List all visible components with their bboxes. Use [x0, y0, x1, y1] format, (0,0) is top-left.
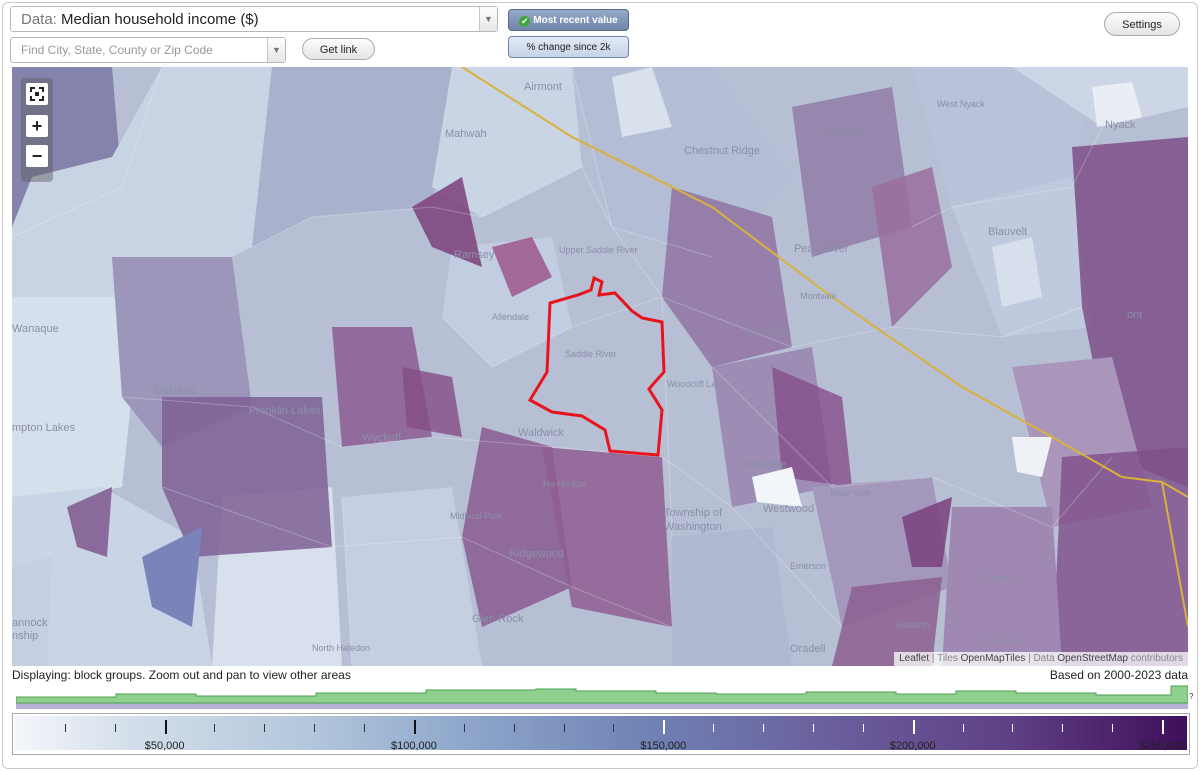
- zoom-in-button[interactable]: +: [26, 115, 48, 137]
- place-label: Franklin Lakes: [249, 405, 321, 417]
- place-label: Hillsdale: [745, 459, 787, 471]
- fullscreen-button[interactable]: [26, 83, 48, 105]
- legend-tick: [463, 724, 465, 732]
- place-label: Upper Saddle River: [559, 245, 638, 255]
- legend-tick: [962, 724, 964, 732]
- place-label: Ridgewood: [509, 548, 565, 560]
- legend-tick: [563, 724, 565, 732]
- openstreetmap-link[interactable]: OpenStreetMap: [1057, 653, 1128, 664]
- place-label: River Vale: [830, 488, 871, 498]
- display-status-text: Displaying: block groups. Zoom out and p…: [12, 668, 351, 682]
- value-histogram[interactable]: [16, 683, 1188, 709]
- search-input[interactable]: [19, 42, 263, 58]
- settings-button[interactable]: Settings: [1104, 12, 1180, 36]
- place-label: Closter: [983, 573, 1012, 583]
- place-label: Wanaque: [12, 323, 59, 335]
- legend-tick: [613, 724, 615, 732]
- data-basis-text: Based on 2000-2023 data: [1049, 668, 1188, 682]
- fullscreen-icon: [30, 87, 44, 101]
- place-label: Township of: [664, 507, 723, 519]
- percent-change-toggle[interactable]: % change since 2k: [508, 36, 629, 58]
- place-label: Nyack: [1105, 119, 1136, 131]
- place-label: mpton Lakes: [12, 422, 75, 434]
- place-label: Park Ridge: [746, 326, 791, 336]
- place-label: Nanuet: [827, 126, 863, 138]
- legend-tick: [364, 724, 366, 732]
- legend-tick: [164, 720, 167, 734]
- legend-label: $150,000: [640, 740, 687, 752]
- leaflet-link[interactable]: Leaflet: [899, 653, 930, 664]
- place-label: Pearl River: [794, 243, 849, 255]
- place-label: Washington: [664, 521, 722, 533]
- legend-label: $250,000: [1139, 740, 1186, 752]
- place-label: Allendale: [492, 312, 530, 322]
- legend-tick: [763, 724, 765, 732]
- map-canvas[interactable]: [12, 67, 1188, 666]
- most-recent-value-toggle[interactable]: ✔ Most recent value: [508, 9, 629, 31]
- place-label: Waldwick: [518, 427, 565, 439]
- legend-tick: [713, 724, 715, 732]
- place-label: Wyckoff: [362, 432, 401, 444]
- place-label: Montvale: [800, 291, 837, 301]
- place-label: North Haledon: [312, 643, 371, 653]
- place-label: Oradell: [790, 643, 826, 655]
- place-label: Westwood: [763, 503, 815, 515]
- zoom-out-button[interactable]: −: [26, 145, 48, 167]
- legend-tick: [64, 724, 66, 732]
- legend-tick: [812, 724, 814, 732]
- legend-tick: [663, 720, 666, 734]
- openmaptiles-link[interactable]: OpenMapTiles: [960, 653, 1026, 664]
- selected-area-outline: [527, 275, 666, 457]
- legend-tick: [114, 724, 116, 732]
- legend-tick: [264, 724, 266, 732]
- legend-tick: [413, 720, 416, 734]
- data-variable-select[interactable]: Data: Median household income ($) ▼: [10, 6, 498, 32]
- place-label: Dumont: [986, 636, 1018, 646]
- place-label: West Nyack: [937, 99, 985, 109]
- state-border-line: [461, 67, 1188, 498]
- legend-label: $100,000: [391, 740, 437, 752]
- place-label: Haworth: [896, 620, 930, 630]
- place-label: Ho-Ho-Kus: [543, 479, 588, 489]
- place-label: Chestnut Ridge: [684, 145, 760, 157]
- color-legend: $50,000 $100,000 $150,000 $200,000 $250,000: [12, 713, 1190, 755]
- place-label: Saddle River: [565, 349, 617, 359]
- location-search[interactable]: ▼: [10, 37, 286, 63]
- histogram-help[interactable]: ?: [1189, 692, 1194, 701]
- legend-tick: [214, 724, 216, 732]
- choropleth-map[interactable]: Airmont Mahwah Chestnut Ridge Nanuet Wes…: [12, 67, 1188, 666]
- legend-gradient: $50,000 $100,000 $150,000 $200,000 $250,000: [15, 716, 1187, 752]
- place-label: Glen Rock: [472, 613, 524, 625]
- chevron-down-icon[interactable]: ▼: [479, 7, 497, 31]
- legend-label: $50,000: [144, 740, 185, 752]
- legend-tick: [1012, 724, 1014, 732]
- place-label: Oakland: [154, 385, 195, 397]
- place-label: Midland Park: [450, 511, 503, 521]
- legend-tick: [314, 724, 316, 732]
- check-icon: ✔: [519, 16, 531, 27]
- place-label: annock: [12, 617, 48, 629]
- zoom-controls: + −: [21, 78, 53, 182]
- place-label: Mahwah: [445, 128, 487, 140]
- get-link-button[interactable]: Get link: [302, 38, 375, 60]
- chevron-down-icon[interactable]: ▼: [267, 38, 285, 62]
- place-label: Woodcliff Lake: [667, 379, 726, 389]
- data-select-label: Data: Median household income ($): [21, 11, 259, 28]
- map-attribution: Leaflet | Tiles OpenMapTiles | Data Open…: [894, 652, 1188, 666]
- legend-tick: [862, 724, 864, 732]
- legend-tick: [1162, 720, 1165, 734]
- place-label: Ramsey: [454, 249, 495, 261]
- legend-tick: [1062, 724, 1064, 732]
- place-label: Airmont: [524, 81, 562, 93]
- place-label: Blauvelt: [988, 226, 1028, 238]
- legend-tick: [513, 724, 515, 732]
- legend-tick: [1112, 724, 1114, 732]
- legend-tick: [912, 720, 915, 734]
- place-label: nship: [12, 630, 39, 642]
- place-label: ont: [1127, 309, 1143, 321]
- place-label: Emerson: [790, 561, 827, 571]
- legend-label: $200,000: [889, 740, 936, 752]
